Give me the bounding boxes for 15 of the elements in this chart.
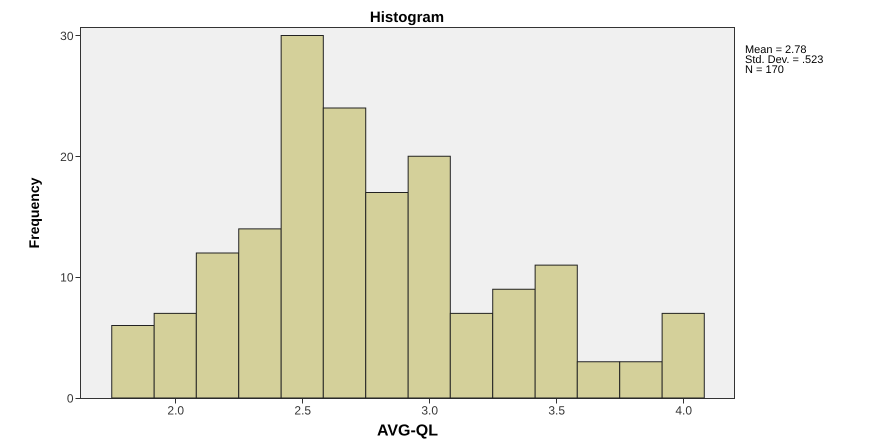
y-tick-label: 30 (60, 28, 74, 43)
x-axis-title: AVG-QL (376, 422, 438, 440)
x-tick-label: 2.0 (167, 404, 184, 418)
y-axis-title: Frequency (26, 177, 42, 248)
x-tick-label: 3.0 (421, 404, 438, 418)
x-tick-label: 3.5 (548, 404, 566, 418)
text: N = 170 (745, 64, 785, 76)
x-tick-label: 2.5 (294, 404, 312, 418)
chart-title: Histogram (370, 9, 444, 26)
x-tick-label: 4.0 (675, 404, 692, 418)
text: Mean = 2.78 (745, 44, 806, 56)
text: Std. Dev. = .523 (745, 54, 824, 66)
y-tick-label: 10 (60, 270, 74, 285)
y-tick-label: 20 (60, 150, 74, 164)
y-tick-label: 0 (66, 392, 74, 406)
